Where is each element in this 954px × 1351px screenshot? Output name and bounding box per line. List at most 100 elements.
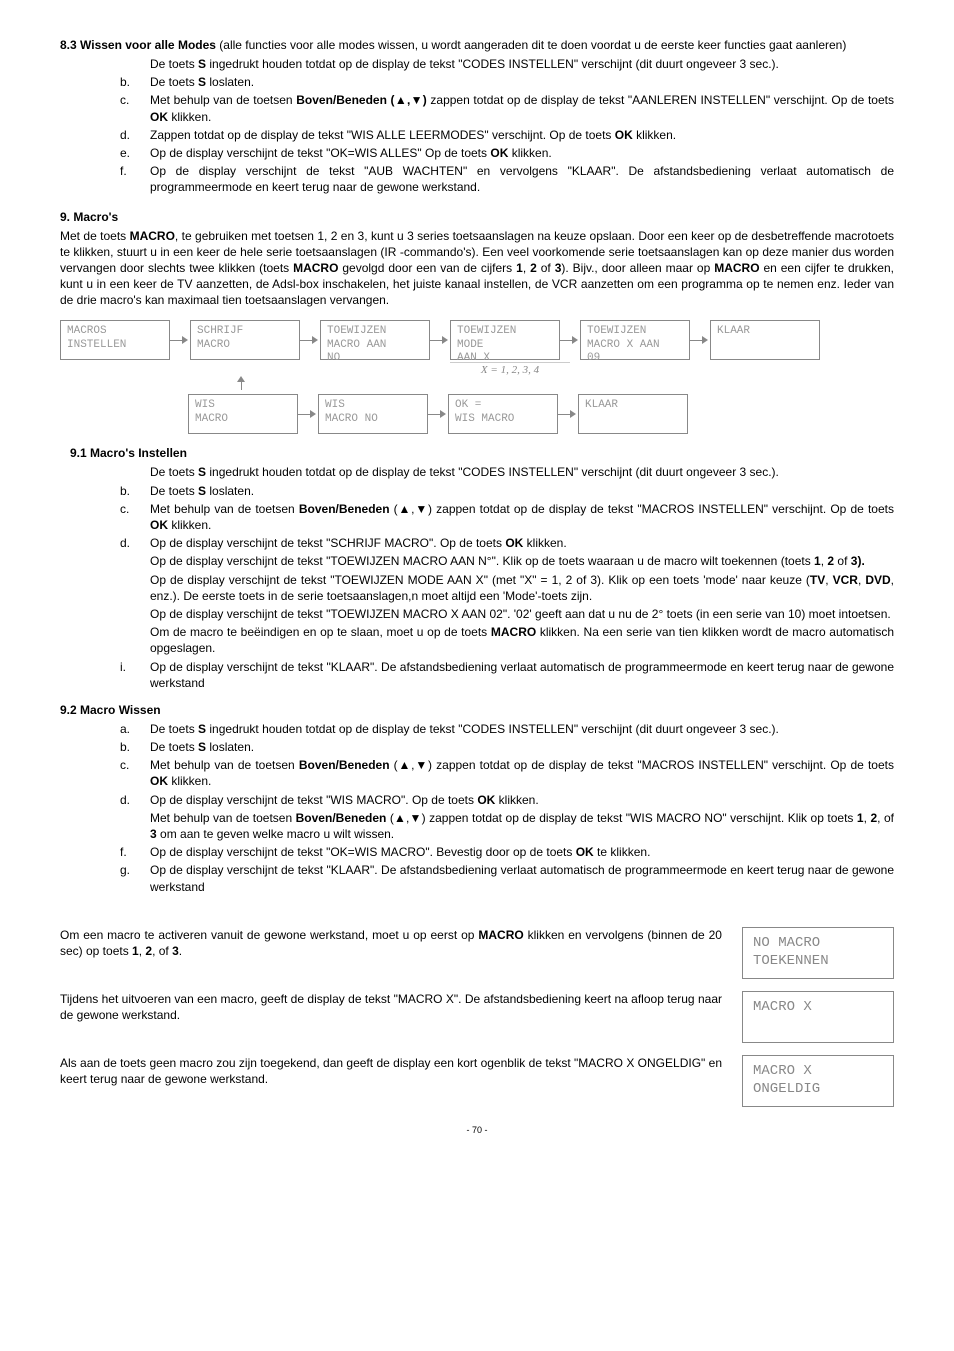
section-9-1-title: 9.1 Macro's Instellen	[70, 446, 894, 460]
list-item: c.Met behulp van de toetsen Boven/Benede…	[120, 92, 894, 124]
flow-box: OK = WIS MACRO	[448, 394, 558, 434]
list-letter: d.	[120, 535, 150, 551]
list-letter: a.	[120, 721, 150, 737]
list-item: f.Op de display verschijnt de tekst "OK=…	[120, 844, 894, 860]
list-item: d.Zappen totdat op de display de tekst "…	[120, 127, 894, 143]
list-item: b.De toets S loslaten.	[120, 483, 894, 499]
list-text: Om de macro te beëindigen en op te slaan…	[150, 624, 894, 656]
flow-box: WIS MACRO NO	[318, 394, 428, 434]
list-text: Op de display verschijnt de tekst "AUB W…	[150, 163, 894, 195]
section-9-para: Met de toets MACRO, te gebruiken met toe…	[60, 228, 894, 309]
list-letter	[120, 606, 150, 622]
list-text: De toets S loslaten.	[150, 74, 894, 90]
list-item: Op de display verschijnt de tekst "TOEWI…	[120, 553, 894, 569]
list-letter: d.	[120, 127, 150, 143]
flow-box: KLAAR	[578, 394, 688, 434]
list-text: Met behulp van de toetsen Boven/Beneden …	[150, 501, 894, 533]
list-text: Op de display verschijnt de tekst "TOEWI…	[150, 572, 894, 604]
display-box: MACRO X	[742, 991, 894, 1043]
display-section: Tijdens het uitvoeren van een macro, gee…	[60, 991, 894, 1043]
list-item: d.Op de display verschijnt de tekst "SCH…	[120, 535, 894, 551]
section-9-2-list: a.De toets S ingedrukt houden totdat op …	[120, 721, 894, 895]
list-item: Met behulp van de toetsen Boven/Beneden …	[120, 810, 894, 842]
display-text: Tijdens het uitvoeren van een macro, gee…	[60, 991, 722, 1023]
display-text: Om een macro te activeren vanuit de gewo…	[60, 927, 722, 959]
list-item: d.Op de display verschijnt de tekst "WIS…	[120, 792, 894, 808]
display-box: NO MACRO TOEKENNEN	[742, 927, 894, 979]
flow-box: MACROS INSTELLEN	[60, 320, 170, 360]
list-letter	[120, 572, 150, 604]
display-section: Als aan de toets geen macro zou zijn toe…	[60, 1055, 894, 1107]
list-text: De toets S ingedrukt houden totdat op de…	[150, 464, 894, 480]
section-9-title: 9. Macro's	[60, 210, 894, 224]
display-text: Als aan de toets geen macro zou zijn toe…	[60, 1055, 722, 1087]
list-item: c.Met behulp van de toetsen Boven/Benede…	[120, 501, 894, 533]
list-text: Op de display verschijnt de tekst "KLAAR…	[150, 659, 894, 691]
list-item: i.Op de display verschijnt de tekst "KLA…	[120, 659, 894, 691]
list-letter: g.	[120, 862, 150, 894]
list-text: Op de display verschijnt de tekst "KLAAR…	[150, 862, 894, 894]
list-item: g.Op de display verschijnt de tekst "KLA…	[120, 862, 894, 894]
flow-box: TOEWIJZEN MODE AAN X	[450, 320, 560, 360]
list-item: f.Op de display verschijnt de tekst "AUB…	[120, 163, 894, 195]
list-text: De toets S loslaten.	[150, 739, 894, 755]
list-letter	[120, 624, 150, 656]
list-text: Op de display verschijnt de tekst "OK=WI…	[150, 145, 894, 161]
list-text: Op de display verschijnt de tekst "OK=WI…	[150, 844, 894, 860]
list-letter: c.	[120, 757, 150, 789]
list-text: De toets S loslaten.	[150, 483, 894, 499]
list-item: b.De toets S loslaten.	[120, 739, 894, 755]
list-letter: b.	[120, 483, 150, 499]
list-text: Zappen totdat op de display de tekst "WI…	[150, 127, 894, 143]
list-letter	[120, 553, 150, 569]
flow-xline: X = 1, 2, 3, 4	[450, 362, 570, 376]
list-text: Met behulp van de toetsen Boven/Beneden …	[150, 757, 894, 789]
list-letter: e.	[120, 145, 150, 161]
list-item: a.De toets S ingedrukt houden totdat op …	[120, 721, 894, 737]
display-box: MACRO X ONGELDIG	[742, 1055, 894, 1107]
section-8-3-title: 8.3 Wissen voor alle Modes (alle functie…	[60, 38, 894, 52]
list-letter: f.	[120, 844, 150, 860]
list-letter	[120, 56, 150, 72]
list-letter: d.	[120, 792, 150, 808]
list-item: Op de display verschijnt de tekst "TOEWI…	[120, 572, 894, 604]
list-text: Op de display verschijnt de tekst "TOEWI…	[150, 606, 894, 622]
flow-box: SCHRIJF MACRO	[190, 320, 300, 360]
list-letter: c.	[120, 92, 150, 124]
list-text: De toets S ingedrukt houden totdat op de…	[150, 56, 894, 72]
list-letter: f.	[120, 163, 150, 195]
section-8-3-title-bold: 8.3 Wissen voor alle Modes	[60, 38, 216, 52]
list-item: b.De toets S loslaten.	[120, 74, 894, 90]
list-text: Op de display verschijnt de tekst "TOEWI…	[150, 553, 894, 569]
list-text: Op de display verschijnt de tekst "WIS M…	[150, 792, 894, 808]
section-9-1-list: De toets S ingedrukt houden totdat op de…	[120, 464, 894, 690]
macro-flowchart: MACROS INSTELLEN SCHRIJF MACRO TOEWIJZEN M…	[60, 320, 894, 434]
page-number: - 70 -	[60, 1125, 894, 1135]
list-text: De toets S ingedrukt houden totdat op de…	[150, 721, 894, 737]
list-item: Om de macro te beëindigen en op te slaan…	[120, 624, 894, 656]
list-letter	[120, 464, 150, 480]
section-9-2-title: 9.2 Macro Wissen	[60, 703, 894, 717]
display-section: Om een macro te activeren vanuit de gewo…	[60, 927, 894, 979]
list-letter: b.	[120, 739, 150, 755]
list-text: Met behulp van de toetsen Boven/Beneden …	[150, 810, 894, 842]
list-letter	[120, 810, 150, 842]
flow-box: KLAAR	[710, 320, 820, 360]
section-8-3-title-rest: (alle functies voor alle modes wissen, u…	[216, 38, 846, 52]
section-8-3-list: De toets S ingedrukt houden totdat op de…	[120, 56, 894, 196]
flow-box: TOEWIJZEN MACRO X AAN 09	[580, 320, 690, 360]
list-letter: b.	[120, 74, 150, 90]
list-item: c.Met behulp van de toetsen Boven/Benede…	[120, 757, 894, 789]
list-letter: i.	[120, 659, 150, 691]
list-item: De toets S ingedrukt houden totdat op de…	[120, 464, 894, 480]
list-letter: c.	[120, 501, 150, 533]
list-item: e.Op de display verschijnt de tekst "OK=…	[120, 145, 894, 161]
page-content: 8.3 Wissen voor alle Modes (alle functie…	[0, 0, 954, 1155]
list-item: Op de display verschijnt de tekst "TOEWI…	[120, 606, 894, 622]
list-text: Op de display verschijnt de tekst "SCHRI…	[150, 535, 894, 551]
list-text: Met behulp van de toetsen Boven/Beneden …	[150, 92, 894, 124]
flow-vertical-arrow	[240, 378, 242, 394]
list-item: De toets S ingedrukt houden totdat op de…	[120, 56, 894, 72]
flow-box: WIS MACRO	[188, 394, 298, 434]
flow-box: TOEWIJZEN MACRO AAN NO	[320, 320, 430, 360]
